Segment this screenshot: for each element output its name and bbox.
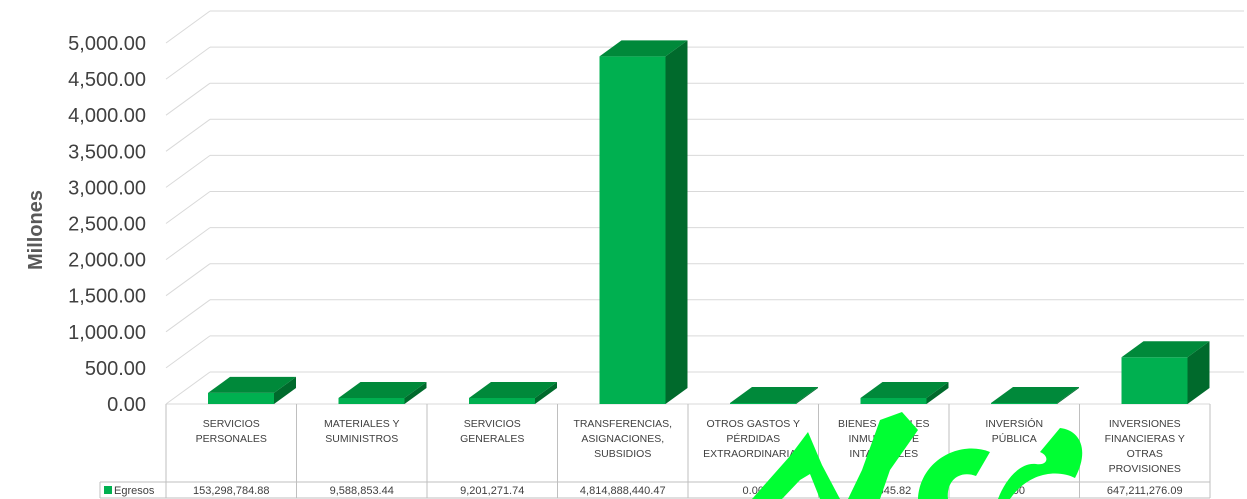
bar-top (860, 382, 949, 398)
category-label: INVERSIÓN (985, 417, 1043, 430)
bar (599, 40, 688, 405)
bar-top (1121, 341, 1210, 358)
category-label: PÚBLICA (992, 432, 1037, 445)
y-tick-label: 2,000.00 (68, 250, 146, 272)
bar-top (469, 382, 557, 398)
y-axis-label: Millones (25, 190, 47, 270)
y-tick-label: 3,000.00 (68, 177, 146, 199)
gridline (165, 299, 211, 333)
y-tick-label: 1,500.00 (68, 286, 146, 308)
watermark-shape (998, 428, 1083, 499)
bar (208, 376, 296, 404)
bar-top (208, 376, 296, 393)
category-label: PERSONALES (196, 433, 267, 445)
bar (860, 382, 949, 404)
gridline (165, 46, 211, 80)
y-tick-label: 4,000.00 (68, 105, 146, 127)
bar-front (208, 392, 274, 404)
bar-top (338, 382, 427, 398)
legend-swatch (104, 486, 112, 494)
category-label: PÉRDIDAS (726, 432, 780, 445)
bar-side (274, 376, 296, 404)
watermark-shape (752, 432, 840, 499)
y-tick-label: 4,500.00 (68, 69, 146, 91)
gridline (165, 263, 211, 297)
bar-top (991, 387, 1079, 403)
gridline (165, 10, 211, 44)
category-label: TRANSFERENCIAS, (573, 418, 672, 430)
bar-side (926, 382, 949, 404)
bar-side (796, 387, 818, 404)
category-label: INVERSIONES (1109, 418, 1181, 430)
bar-side (535, 382, 557, 404)
category-label: FINANCIERAS Y (1105, 433, 1185, 445)
y-tick-label: 1,000.00 (68, 322, 146, 344)
table-value-cell: 9,588,853.44 (330, 485, 394, 497)
table-value-cell: 4,814,888,440.47 (580, 485, 666, 497)
legend-series-name: Egresos (114, 485, 155, 497)
y-tick-label: 500.00 (85, 358, 146, 380)
table-value-cell: 153,298,784.88 (193, 485, 269, 497)
bar (338, 382, 427, 404)
category-label: EXTRAORDINARIAS (703, 448, 803, 460)
bar-side (1057, 387, 1079, 404)
y-tick-label: 5,000.00 (68, 33, 146, 55)
bar-side (1187, 341, 1210, 404)
y-axis-ticks: 0.00 500.00 1,000.00 1,500.00 2,000.00 2,500.… (68, 33, 146, 416)
y-tick-label: 0.00 (107, 394, 146, 416)
category-label: SUBSIDIOS (594, 448, 651, 460)
gridline (165, 118, 211, 152)
gridline (165, 371, 211, 405)
category-label: SERVICIOS (203, 418, 260, 430)
category-label: ASIGNACIONES, (581, 433, 664, 445)
gridline (165, 335, 211, 369)
gridline (165, 154, 211, 188)
bar-top (730, 387, 818, 403)
bar-top (599, 40, 688, 57)
bar-front (860, 398, 927, 404)
bar-front (991, 403, 1057, 404)
bar-side (404, 382, 427, 404)
watermark-shape (918, 448, 990, 499)
table-value-cell: 9,201,271.74 (460, 485, 524, 497)
bar-front (1121, 357, 1188, 404)
watermark-logo (752, 412, 1083, 499)
category-label: SUMINISTROS (325, 433, 398, 445)
bars (208, 40, 1210, 405)
bar (469, 382, 557, 404)
bar-front (469, 398, 535, 404)
bar (991, 387, 1079, 404)
category-label: PROVISIONES (1109, 463, 1181, 475)
gridline (165, 227, 211, 261)
y-tick-label: 2,500.00 (68, 214, 146, 236)
y-tick-label: 3,500.00 (68, 141, 146, 163)
gridlines (165, 10, 1244, 405)
table-value-cell: 647,211,276.09 (1107, 485, 1183, 497)
category-label: OTRAS (1127, 448, 1163, 460)
bar-front (599, 56, 666, 405)
bar (1121, 341, 1210, 404)
gridline (165, 191, 211, 224)
bar-front (338, 398, 405, 404)
category-label: OTROS GASTOS Y (706, 418, 800, 430)
bar-side (665, 40, 688, 405)
category-label: SERVICIOS (464, 418, 521, 430)
category-label: MATERIALES Y (324, 418, 399, 430)
bar (730, 387, 818, 404)
bar-front (730, 403, 796, 404)
gridline (165, 82, 211, 116)
category-label: GENERALES (460, 433, 524, 445)
watermark-shape (848, 412, 918, 499)
